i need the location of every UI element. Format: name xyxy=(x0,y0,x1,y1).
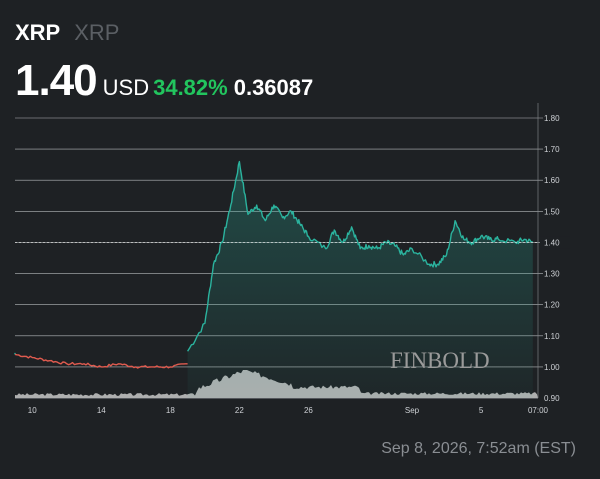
price-area xyxy=(187,161,533,398)
change-percent: 34.82% xyxy=(153,75,228,100)
x-tick-label: 5 xyxy=(479,406,484,415)
y-tick-label: 1.20 xyxy=(544,301,560,310)
x-tick-label: 07:00 xyxy=(528,406,549,415)
x-tick-label: 10 xyxy=(28,406,37,415)
x-tick-label: 26 xyxy=(304,406,313,415)
currency-label: USD xyxy=(102,75,150,100)
y-tick-label: 1.10 xyxy=(544,332,560,341)
watermark-logo: FINBOLD xyxy=(390,348,490,373)
timestamp: Sep 8, 2026, 7:52am (EST) xyxy=(381,440,576,457)
y-tick-label: 1.70 xyxy=(544,145,560,154)
x-tick-label: 18 xyxy=(166,406,175,415)
y-tick-label: 1.00 xyxy=(544,363,560,372)
y-tick-label: 0.90 xyxy=(544,394,560,403)
current-price: 1.40 xyxy=(15,56,98,105)
current-price-tag xyxy=(540,236,570,249)
x-tick-label: 14 xyxy=(97,406,106,415)
y-tick-label: 1.50 xyxy=(544,207,560,216)
header-title-row: XRP XRP xyxy=(15,20,120,48)
y-tick-label: 1.30 xyxy=(544,270,560,279)
axes: 0.90 1.00 1.10 1.20 1.30 1.40 1.50 1.60 1.70 1.80… xyxy=(15,103,570,415)
series-line-down xyxy=(14,353,188,369)
x-tick-label: 22 xyxy=(235,406,244,415)
ticker-symbol: XRP xyxy=(15,20,61,45)
y-tick-label: 1.60 xyxy=(544,176,560,185)
price-area-fill xyxy=(187,161,533,398)
current-price-label: 1.40 xyxy=(544,238,560,247)
change-absolute: 0.36087 xyxy=(233,75,314,100)
y-tick-label: 1.80 xyxy=(544,114,560,123)
x-tick-label: Sep xyxy=(405,406,420,415)
header-price-row: 1.40 USD 34.82% 0.36087 xyxy=(15,56,313,106)
asset-name: XRP xyxy=(74,20,120,45)
